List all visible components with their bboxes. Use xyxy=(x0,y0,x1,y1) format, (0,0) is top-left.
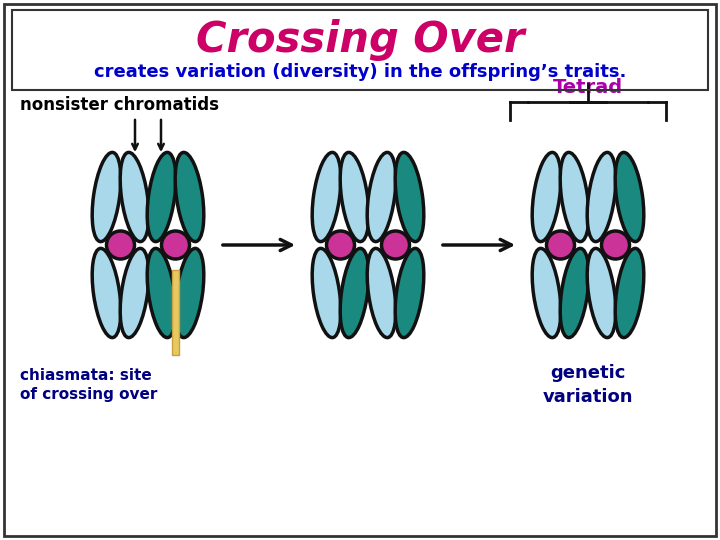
Ellipse shape xyxy=(175,152,204,241)
Ellipse shape xyxy=(120,152,149,241)
Ellipse shape xyxy=(92,248,121,338)
Ellipse shape xyxy=(395,248,424,338)
Ellipse shape xyxy=(532,248,561,338)
Ellipse shape xyxy=(560,248,589,338)
Ellipse shape xyxy=(147,248,176,338)
Ellipse shape xyxy=(312,152,341,241)
Text: chiasmata: site
of crossing over: chiasmata: site of crossing over xyxy=(20,368,158,402)
Circle shape xyxy=(161,231,189,259)
Ellipse shape xyxy=(367,152,396,241)
Ellipse shape xyxy=(615,248,644,338)
Text: genetic
variation: genetic variation xyxy=(543,364,634,406)
Text: nonsister chromatids: nonsister chromatids xyxy=(20,96,219,114)
Ellipse shape xyxy=(92,152,121,241)
Ellipse shape xyxy=(175,248,204,338)
Text: Crossing Over: Crossing Over xyxy=(196,19,524,61)
Circle shape xyxy=(601,231,629,259)
Ellipse shape xyxy=(340,152,369,241)
Ellipse shape xyxy=(588,152,616,241)
Ellipse shape xyxy=(588,248,616,338)
Ellipse shape xyxy=(147,152,176,241)
Ellipse shape xyxy=(532,152,561,241)
Ellipse shape xyxy=(615,152,644,241)
Ellipse shape xyxy=(560,152,589,241)
Ellipse shape xyxy=(395,152,424,241)
Circle shape xyxy=(546,231,575,259)
Ellipse shape xyxy=(340,248,369,338)
Circle shape xyxy=(326,231,354,259)
Ellipse shape xyxy=(367,248,396,338)
Ellipse shape xyxy=(120,248,149,338)
Text: creates variation (diversity) in the offspring’s traits.: creates variation (diversity) in the off… xyxy=(94,63,626,81)
Ellipse shape xyxy=(312,248,341,338)
Text: Tetrad: Tetrad xyxy=(553,78,623,97)
Circle shape xyxy=(382,231,410,259)
Circle shape xyxy=(107,231,135,259)
Bar xyxy=(12,10,708,90)
Bar xyxy=(172,270,179,355)
